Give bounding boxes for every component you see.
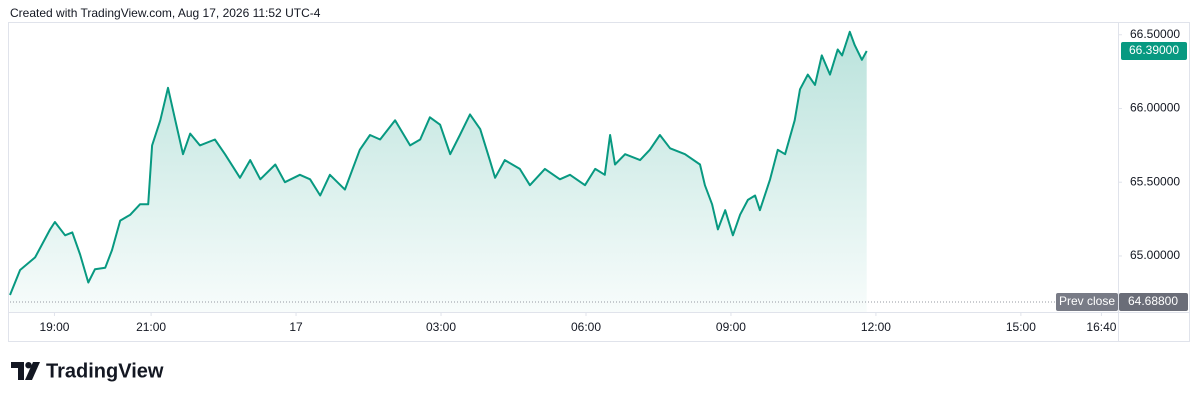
- brand-name: TradingView: [46, 360, 164, 382]
- price-area: [10, 31, 867, 313]
- last-price-tag: [1121, 41, 1187, 60]
- x-tick-label: 21:00: [136, 320, 166, 334]
- prev-close-value: 64.68800: [1128, 294, 1178, 308]
- x-tick-label: 17: [289, 320, 303, 334]
- y-tick-label: 66.50000: [1130, 27, 1180, 41]
- x-tick-label: 06:00: [571, 320, 601, 334]
- x-tick-label: 03:00: [426, 320, 456, 334]
- x-tick-label: 15:00: [1006, 320, 1036, 334]
- price-line: [9, 30, 868, 296]
- x-tick-label: 09:00: [716, 320, 746, 334]
- prev-close-tag: [1056, 292, 1118, 311]
- x-tick-label: 19:00: [39, 320, 69, 334]
- x-tick-label: 16:40: [1086, 320, 1116, 334]
- prev-close-label: Prev close: [1059, 294, 1115, 308]
- prev-close-value-tag: [1119, 292, 1188, 311]
- y-tick-label: 65.50000: [1130, 174, 1180, 188]
- last-price-label: 66.39000: [1129, 43, 1179, 57]
- brand-logo: [11, 362, 40, 380]
- y-tick-label: 65.00000: [1130, 248, 1180, 262]
- x-tick-label: 12:00: [861, 320, 891, 334]
- chart-title: Created with TradingView.com, Aug 17, 20…: [10, 6, 321, 20]
- chart-frame: [8, 22, 1190, 342]
- y-tick-label: 66.00000: [1130, 101, 1180, 115]
